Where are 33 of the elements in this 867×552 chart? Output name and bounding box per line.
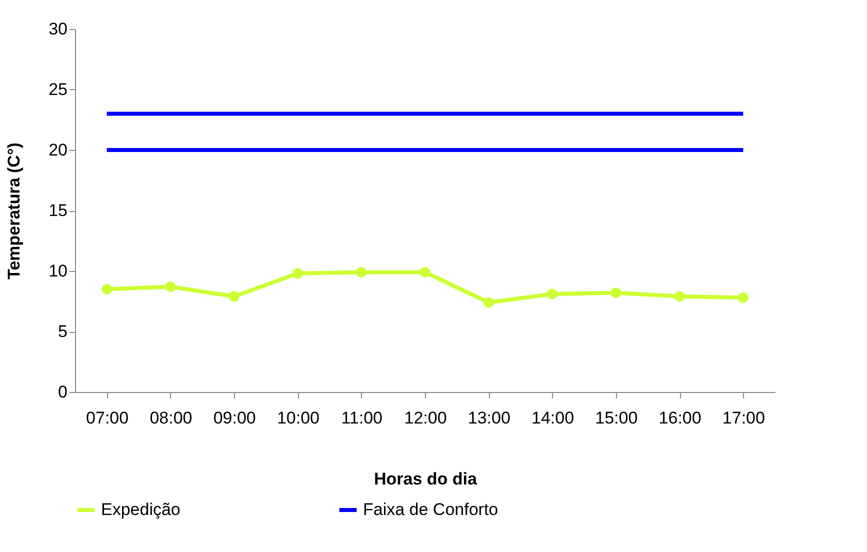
x-tick-label: 17:00 <box>722 408 765 428</box>
point <box>102 284 112 294</box>
y-tick-label: 5 <box>58 322 68 341</box>
y-tick-label: 25 <box>48 80 68 99</box>
x-axis-title: Horas do dia <box>374 470 478 488</box>
y-tick-label: 10 <box>48 262 68 280</box>
x-tick-label: 13:00 <box>468 408 510 428</box>
point <box>483 297 494 308</box>
point <box>228 291 240 302</box>
legend-label: Expedição <box>101 500 180 519</box>
y-tick-label: 20 <box>48 140 68 160</box>
x-tick-label: 07:00 <box>86 408 129 428</box>
x-tick-label: 11:00 <box>341 408 383 428</box>
point <box>674 291 685 302</box>
point <box>547 288 558 300</box>
x-tick-label: 12:00 <box>404 408 447 428</box>
x-tick-label: 15:00 <box>595 408 638 428</box>
y-tick-label: 15 <box>48 201 68 220</box>
x-tick-label: 09:00 <box>213 408 256 428</box>
point <box>165 281 176 292</box>
point <box>292 268 303 279</box>
y-axis-title: Temperatura (C°) <box>4 142 24 280</box>
point <box>356 266 367 278</box>
x-tick-label: 08:00 <box>150 408 192 428</box>
y-tick-label: 0 <box>58 382 68 402</box>
point <box>420 266 430 278</box>
point <box>610 288 622 298</box>
x-tick-label: 10:00 <box>276 408 320 428</box>
y-tick-label: 30 <box>48 20 68 38</box>
x-tick-label: 14:00 <box>532 408 574 428</box>
legend-label: Faixa de Conforto <box>363 500 498 519</box>
point <box>738 292 748 303</box>
x-tick-label: 16:00 <box>658 408 702 428</box>
